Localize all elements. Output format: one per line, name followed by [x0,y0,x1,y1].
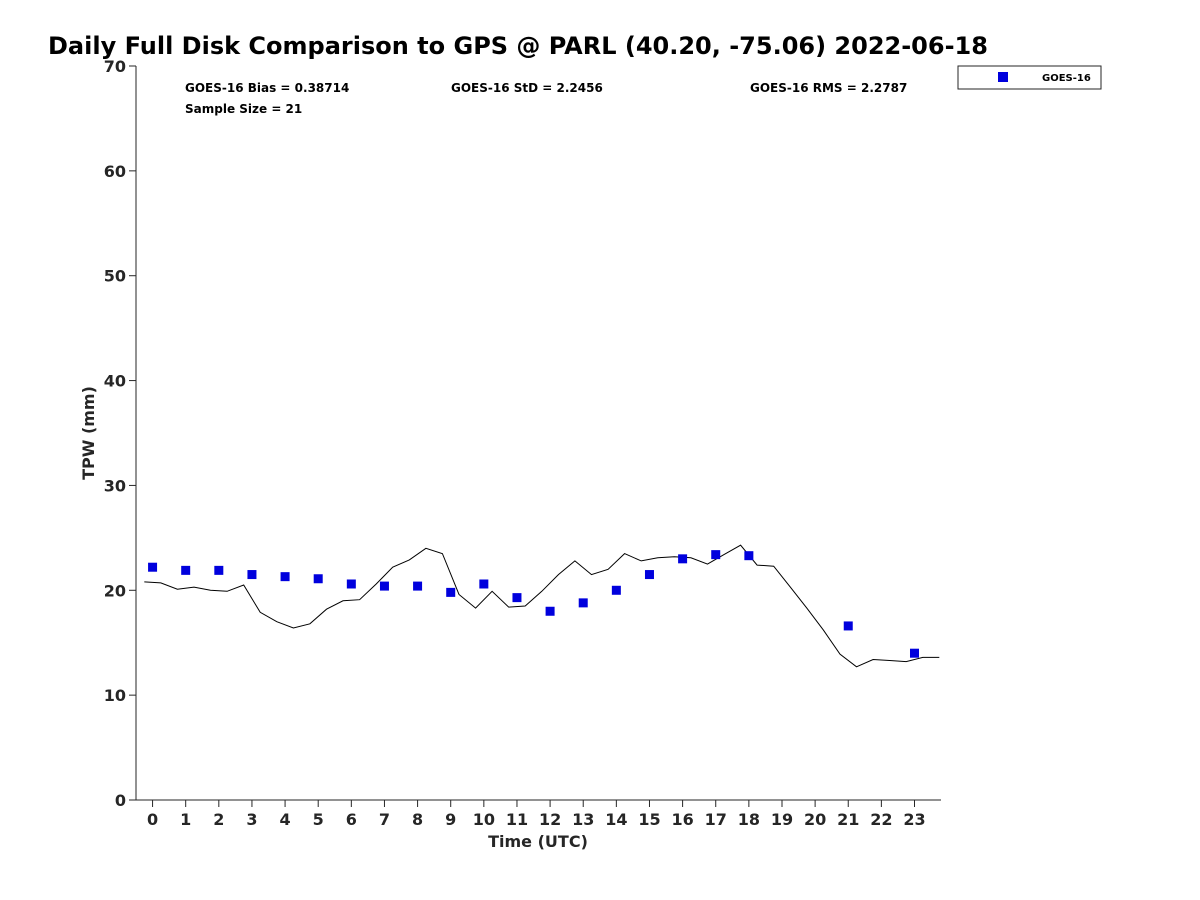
goes16-point-17 [711,550,721,560]
x-tick-label-6: 6 [346,810,357,829]
legend-box [957,65,1102,90]
y-tick-label-60: 60 [104,162,126,181]
goes16-point-19 [843,621,853,631]
goes16-point-13 [578,598,588,608]
chart-title: Daily Full Disk Comparison to GPS @ PARL… [48,32,988,60]
rms-stat: GOES-16 RMS = 2.2787 [750,81,907,95]
legend-label-goes16: GOES-16 [1042,73,1091,84]
x-tick-label-5: 5 [313,810,324,829]
x-tick-label-13: 13 [572,810,594,829]
y-tick-label-40: 40 [104,372,126,391]
goes16-point-10 [479,579,489,589]
marker-layer [148,550,919,658]
plot-area: 0 1 2 3 4 5 6 7 8 9 10 11 12 13 14 15 16 17 18 19 20 21 22 23 0… [104,57,941,829]
x-tick-label-10: 10 [473,810,495,829]
y-tick-label-0: 0 [115,791,126,810]
x-tick-label-19: 19 [771,810,793,829]
goes16-point-11 [512,593,522,603]
x-tick-label-17: 17 [705,810,727,829]
x-tick-label-12: 12 [539,810,561,829]
legend-marker-goes16 [998,72,1008,82]
y-tick-label-20: 20 [104,581,126,600]
x-tick-label-23: 23 [903,810,925,829]
x-tick-label-2: 2 [213,810,224,829]
goes16-point-20 [909,648,919,658]
line-layer [144,544,940,668]
y-axis: 0 10 20 30 40 50 60 70 [104,57,136,810]
goes16-point-12 [545,606,555,616]
y-tick-label-70: 70 [104,57,126,76]
goes16-point-9 [446,587,456,597]
std-stat: GOES-16 StD = 2.2456 [451,81,603,95]
x-tick-label-1: 1 [180,810,191,829]
x-tick-label-4: 4 [280,810,291,829]
x-tick-label-22: 22 [870,810,892,829]
x-tick-label-20: 20 [804,810,826,829]
x-tick-label-18: 18 [738,810,760,829]
gps-line [144,544,940,668]
y-tick-label-50: 50 [104,267,126,286]
goes16-point-16 [678,554,688,564]
goes16-point-14 [611,585,621,595]
x-tick-label-16: 16 [671,810,693,829]
x-axis: 0 1 2 3 4 5 6 7 8 9 10 11 12 13 14 15 16 17 18 19 20 21 22 23 [147,800,926,829]
goes16-point-4 [280,572,290,582]
goes16-point-2 [214,565,224,575]
legend: GOES-16 [957,65,1102,90]
x-tick-label-15: 15 [638,810,660,829]
goes16-point-3 [247,570,257,580]
x-tick-label-8: 8 [412,810,423,829]
goes16-point-6 [346,579,356,589]
goes16-point-15 [644,570,654,580]
x-tick-label-3: 3 [246,810,257,829]
x-tick-label-21: 21 [837,810,859,829]
goes16-point-8 [413,581,423,591]
y-axis-label: TPW (mm) [79,386,98,480]
goes16-point-7 [379,581,389,591]
bias-stat: GOES-16 Bias = 0.38714 [185,81,349,95]
y-tick-label-10: 10 [104,686,126,705]
sample-size-stat: Sample Size = 21 [185,102,302,116]
x-tick-label-11: 11 [506,810,528,829]
x-tick-label-9: 9 [445,810,456,829]
goes16-point-0 [148,562,158,572]
goes16-point-5 [313,574,323,584]
x-tick-label-7: 7 [379,810,390,829]
goes16-point-18 [744,551,754,561]
x-tick-label-0: 0 [147,810,158,829]
goes16-point-1 [181,565,191,575]
x-axis-label: Time (UTC) [488,832,588,851]
x-tick-label-14: 14 [605,810,627,829]
y-tick-label-30: 30 [104,476,126,495]
